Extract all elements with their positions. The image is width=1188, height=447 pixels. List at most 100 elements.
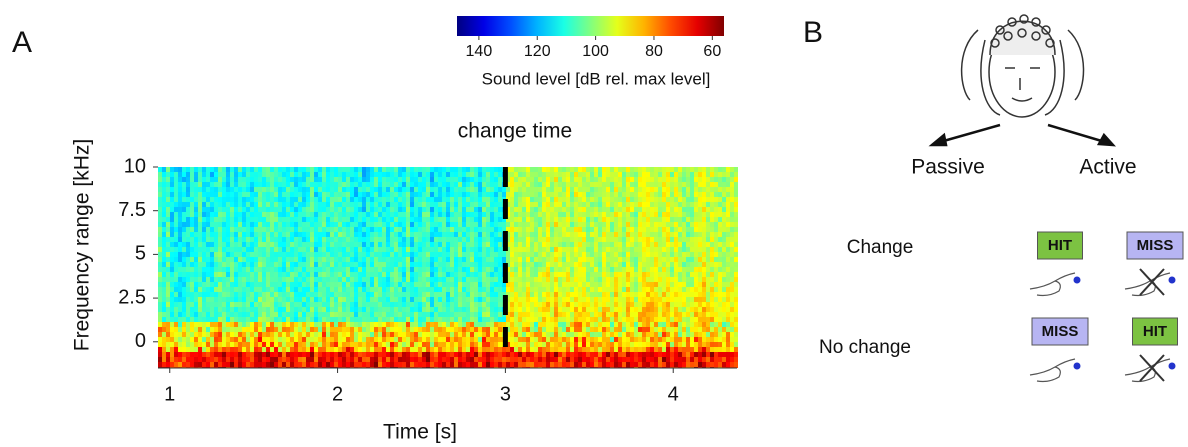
spectrogram-cell [330,292,334,297]
spectrogram-cell [582,202,586,207]
spectrogram-cell [530,262,534,267]
spectrogram-cell [310,222,314,227]
spectrogram-cell [170,267,174,272]
spectrogram-cell [318,302,322,307]
spectrogram-cell [250,347,254,352]
spectrogram-cell [634,182,638,187]
spectrogram-cell [334,327,338,332]
spectrogram-cell [258,272,262,277]
spectrogram-cell [618,252,622,257]
spectrogram-cell [266,277,270,282]
spectrogram-cell [554,282,558,287]
spectrogram-cell [278,317,282,322]
spectrogram-cell [406,292,410,297]
spectrogram-cell [430,232,434,237]
spectrogram-cell [470,342,474,347]
spectrogram-cell [374,182,378,187]
spectrogram-cell [358,347,362,352]
spectrogram-cell [238,267,242,272]
spectrogram-cell [202,297,206,302]
spectrogram-cell [266,252,270,257]
spectrogram-cell [390,232,394,237]
spectrogram-cell [458,322,462,327]
spectrogram-cell [318,332,322,337]
spectrogram-cell [566,362,570,367]
spectrogram-cell [538,262,542,267]
spectrogram-cell [314,317,318,322]
spectrogram-cell [518,342,522,347]
spectrogram-cell [334,282,338,287]
spectrogram-cell [422,262,426,267]
spectrogram-cell [414,272,418,277]
spectrogram-cell [442,272,446,277]
spectrogram-cell [598,362,602,367]
spectrogram-cell [494,237,498,242]
spectrogram-cell [434,227,438,232]
spectrogram-cell [582,332,586,337]
spectrogram-cell [566,222,570,227]
spectrogram-cell [558,242,562,247]
spectrogram-cell [194,232,198,237]
spectrogram-cell [390,337,394,342]
spectrogram-cell [194,207,198,212]
spectrogram-cell [250,302,254,307]
spectrogram-cell [246,327,250,332]
spectrogram-cell [606,352,610,357]
spectrogram-cell [278,212,282,217]
spectrogram-cell [366,237,370,242]
spectrogram-cell [546,332,550,337]
spectrogram-cell [334,237,338,242]
spectrogram-cell [486,262,490,267]
spectrogram-cell [410,322,414,327]
spectrogram-cell [638,262,642,267]
spectrogram-cell [374,192,378,197]
spectrogram-cell [322,357,326,362]
spectrogram-cell [466,362,470,367]
spectrogram-cell [522,332,526,337]
spectrogram-cell [334,207,338,212]
spectrogram-cell [606,172,610,177]
spectrogram-cell [186,262,190,267]
spectrogram-cell [610,322,614,327]
spectrogram-cell [270,197,274,202]
spectrogram-cell [558,227,562,232]
spectrogram-cell [574,327,578,332]
spectrogram-cell [318,297,322,302]
spectrogram-cell [346,177,350,182]
spectrogram-cell [582,257,586,262]
spectrogram-cell [178,312,182,317]
spectrogram-cell [434,302,438,307]
spectrogram-cell [342,202,346,207]
spectrogram-cell [350,332,354,337]
spectrogram-cell [410,307,414,312]
spectrogram-cell [610,272,614,277]
spectrogram-cell [338,182,342,187]
spectrogram-cell [194,327,198,332]
spectrogram-cell [186,247,190,252]
spectrogram-cell [162,312,166,317]
spectrogram-cell [342,352,346,357]
spectrogram-cell [526,262,530,267]
spectrogram-cell [470,202,474,207]
spectrogram-cell [354,252,358,257]
spectrogram-cell [442,312,446,317]
spectrogram-cell [422,227,426,232]
spectrogram-cell [590,332,594,337]
spectrogram-cell [482,197,486,202]
spectrogram-cell [494,197,498,202]
spectrogram-cell [578,312,582,317]
spectrogram-cell [546,272,550,277]
spectrogram-cell [538,182,542,187]
colorbar-label: Sound level [dB rel. max level] [482,69,711,88]
spectrogram-cell [330,342,334,347]
spectrogram-cell [222,287,226,292]
spectrogram-cell [266,272,270,277]
spectrogram-cell [490,167,494,172]
spectrogram-cell [450,282,454,287]
spectrogram-cell [442,292,446,297]
spectrogram-cell [602,197,606,202]
spectrogram-cell [634,327,638,332]
spectrogram-cell [402,282,406,287]
spectrogram-cell [398,252,402,257]
spectrogram-cell [402,242,406,247]
